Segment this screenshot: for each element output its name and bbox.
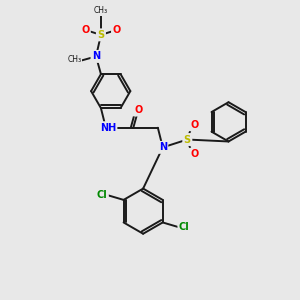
Text: CH₃: CH₃	[68, 55, 82, 64]
Text: O: O	[134, 105, 142, 115]
Text: Cl: Cl	[97, 190, 107, 200]
Text: O: O	[112, 25, 121, 35]
Text: O: O	[190, 149, 198, 159]
Text: N: N	[159, 142, 167, 152]
Text: N: N	[92, 51, 100, 62]
Text: CH₃: CH₃	[94, 6, 108, 15]
Text: Cl: Cl	[179, 222, 190, 233]
Text: O: O	[190, 120, 198, 130]
Text: S: S	[184, 134, 191, 145]
Text: S: S	[98, 30, 104, 40]
Text: NH: NH	[100, 123, 116, 133]
Text: O: O	[81, 25, 89, 35]
